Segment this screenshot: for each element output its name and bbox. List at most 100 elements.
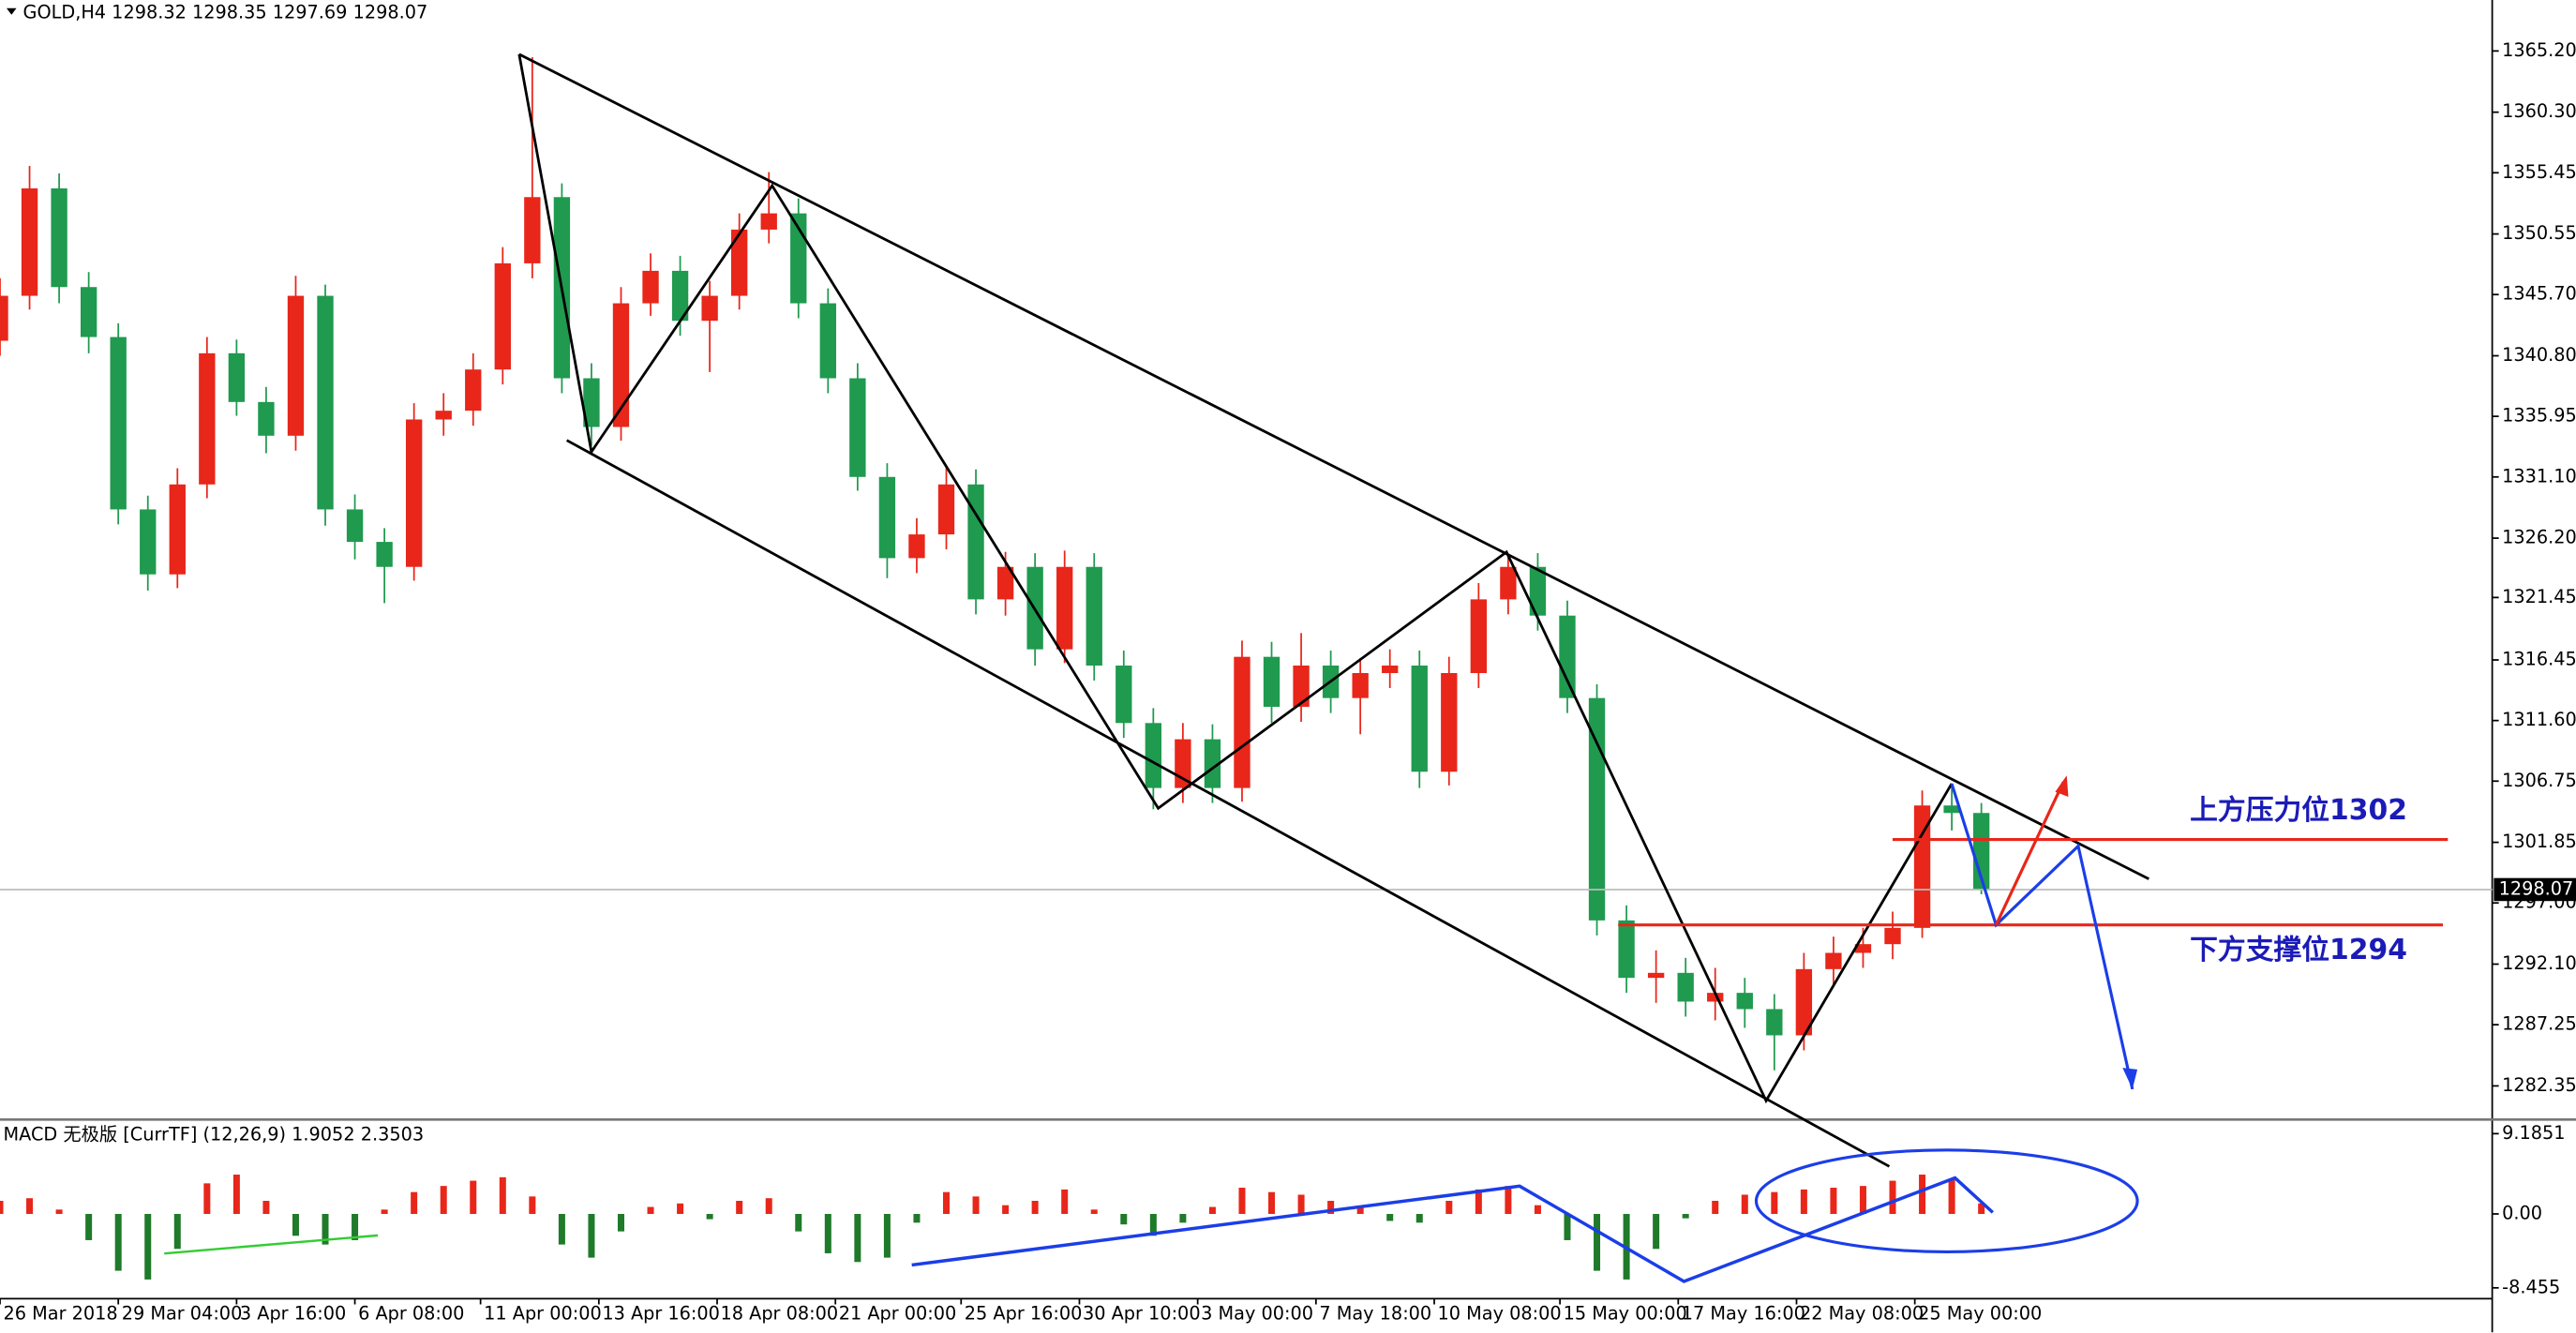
candle-body (937, 484, 955, 535)
arrow-head (2122, 1068, 2138, 1089)
y-tick-label: 1287.25 (2502, 1013, 2576, 1035)
y-tick-label: 1331.10 (2502, 465, 2576, 487)
candle-body (1234, 656, 1251, 788)
macd-bar (1741, 1194, 1748, 1214)
candle-body (1854, 944, 1872, 953)
macd-bar (913, 1213, 921, 1223)
channel-lower (565, 439, 1891, 1168)
candle-body (1116, 666, 1132, 724)
macd-bar (1415, 1213, 1423, 1223)
x-tick-label: 6 Apr 08:00 (358, 1303, 464, 1325)
macd-bar (352, 1213, 359, 1240)
candle-body (1411, 666, 1428, 772)
last-price-box (2494, 877, 2576, 902)
macd-bar (1475, 1189, 1482, 1214)
candle-body (1086, 566, 1102, 666)
forecast-up (1994, 781, 2065, 926)
macd-bar (1090, 1209, 1098, 1214)
macd-bar (588, 1213, 595, 1258)
last-price-label: 1298.07 (2499, 877, 2574, 899)
candle-body (701, 295, 718, 322)
y-tick-label: 1306.75 (2502, 770, 2576, 791)
candle-body (199, 352, 216, 485)
macd-bar (1594, 1213, 1601, 1271)
x-tick-label: 15 May 00:00 (1564, 1303, 1687, 1325)
macd-bar (677, 1203, 684, 1214)
candle-body (1766, 1009, 1783, 1036)
candle-body (1943, 805, 1960, 814)
y-tick-label: 1321.45 (2502, 586, 2576, 607)
macd-bar (1268, 1191, 1276, 1214)
candle-body (110, 337, 127, 510)
macd-title: MACD 无极版 [CurrTF] (12,26,9) 1.9052 2.350… (4, 1123, 425, 1145)
candle-body (1500, 566, 1517, 600)
macd-trend (911, 1176, 1995, 1283)
forecast-down (1950, 783, 2134, 1090)
macd-bar (558, 1213, 565, 1245)
macd-bar (1978, 1203, 1985, 1214)
macd-bar (0, 1201, 4, 1214)
candle-body (1470, 599, 1488, 674)
x-tick-label: 3 Apr 16:00 (240, 1303, 346, 1325)
macd-bar (232, 1175, 240, 1214)
x-tick-label: 18 Apr 08:00 (721, 1303, 839, 1325)
menu-arrow[interactable] (7, 7, 17, 15)
macd-bar (470, 1180, 477, 1214)
support-label: 下方支撑位1294 (2190, 934, 2407, 966)
macd-bar (736, 1201, 743, 1214)
x-tick-label: 3 May 00:00 (1201, 1303, 1313, 1325)
macd-bar (1653, 1213, 1660, 1250)
candle-body (1647, 972, 1665, 979)
macd-bar (824, 1213, 831, 1253)
candle-body (583, 378, 600, 427)
channel-upper (518, 52, 2149, 880)
macd-bar (1712, 1201, 1719, 1214)
candle-body (1825, 952, 1842, 969)
candle-body (1529, 566, 1547, 616)
macd-bar (706, 1213, 713, 1220)
y-tick-label: 1360.30 (2502, 100, 2576, 122)
x-tick-label: 22 May 08:00 (1800, 1303, 1924, 1325)
candle-body (1056, 566, 1073, 650)
candle-body (730, 229, 748, 296)
macd-bar (1564, 1213, 1571, 1240)
y-tick-label: 1340.80 (2502, 344, 2576, 366)
candle-body (1293, 666, 1310, 707)
candle-body (760, 213, 777, 230)
macd-bar (1889, 1180, 1896, 1214)
macd-bar (1061, 1189, 1069, 1214)
macd-bar (26, 1198, 34, 1214)
candle-body (494, 262, 511, 370)
chart-title: GOLD,H4 1298.32 1298.35 1297.69 1298.07 (23, 2, 428, 23)
x-tick-label: 25 Apr 16:00 (965, 1303, 1083, 1325)
candle-body (908, 534, 925, 559)
macd-bar (85, 1213, 93, 1240)
y-tick-label: 1355.45 (2502, 161, 2576, 183)
macd-bar (1386, 1213, 1394, 1221)
macd-bar (203, 1183, 211, 1214)
macd-bar (144, 1213, 152, 1280)
macd-bar (1356, 1206, 1364, 1214)
macd-bar (499, 1176, 506, 1214)
x-tick-label: 29 Mar 04:00 (122, 1303, 243, 1325)
candle-body (1263, 656, 1281, 707)
y-tick-label: 1345.70 (2502, 283, 2576, 305)
macd-bar (529, 1196, 536, 1214)
macd-bar (647, 1206, 654, 1214)
candle-body (465, 369, 482, 412)
x-tick-label: 17 May 16:00 (1682, 1303, 1805, 1325)
candle-body (1677, 972, 1694, 1002)
macd-bar (1859, 1186, 1866, 1214)
candle-body (819, 303, 836, 379)
macd-bar (292, 1213, 299, 1236)
candle-body (1884, 927, 1901, 945)
candle-body (317, 295, 334, 510)
y-tick-label: 1292.10 (2502, 952, 2576, 974)
candle-body (671, 270, 689, 322)
arrow-head (2055, 775, 2069, 797)
candle-body (1382, 666, 1399, 674)
macd-bar (1238, 1188, 1246, 1214)
macd-bar (173, 1213, 181, 1250)
